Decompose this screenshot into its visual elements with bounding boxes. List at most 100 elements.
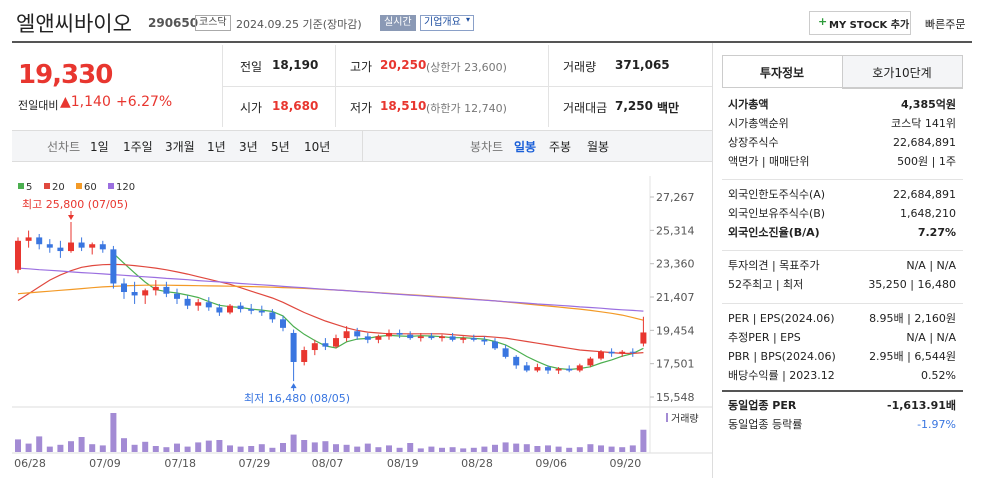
- info-row: 52주최고 | 최저 35,250 | 16,480: [728, 276, 956, 294]
- info-row: 배당수익률 | 2023.12 0.52%: [728, 367, 956, 385]
- volume-bar: [258, 444, 265, 452]
- divider: [712, 43, 713, 478]
- x-tick-label: 08/28: [461, 457, 493, 470]
- info-row: 시가총액순위 코스닥 141위: [728, 115, 956, 133]
- period-tab[interactable]: 10년: [304, 140, 331, 154]
- overview-button[interactable]: 기업개요: [420, 15, 474, 31]
- stock-code: 290650: [148, 16, 199, 30]
- period-tab[interactable]: 1주일: [123, 140, 153, 154]
- info-label: 배당수익률 | 2023.12: [728, 369, 835, 382]
- info-value: 22,684,891: [893, 136, 956, 149]
- candle-body: [439, 336, 445, 339]
- tab-label[interactable]: 호가10단계: [872, 66, 932, 80]
- info-row: PER | EPS(2024.06) 8.95배 | 2,160원: [728, 310, 956, 328]
- volume-bar: [237, 446, 244, 452]
- quote-label: 거래대금: [563, 101, 608, 115]
- candle-body: [587, 358, 594, 366]
- volume-label: 거래량: [671, 413, 699, 425]
- volume-bar: [608, 446, 615, 452]
- candle-body: [407, 334, 414, 339]
- info-row: PBR | BPS(2024.06) 2.95배 | 6,544원: [728, 348, 956, 366]
- volume-bar: [375, 447, 382, 452]
- volume-bar: [110, 413, 117, 452]
- low-annotation: 최저 16,480 (08/05): [244, 392, 350, 405]
- realtime-badge[interactable]: 실시간: [380, 15, 416, 31]
- change-rate: +6.27%: [116, 94, 173, 110]
- candle-tab[interactable]: 주봉: [549, 140, 572, 154]
- info-label: 추정PER | EPS: [728, 331, 801, 344]
- quote-value: 18,680: [272, 99, 319, 113]
- stock-name: 엘앤씨바이오: [16, 12, 132, 36]
- period-tab[interactable]: 3년: [239, 140, 258, 154]
- candle-body: [608, 351, 615, 354]
- candle-tab[interactable]: 월봉: [587, 140, 610, 154]
- quote-unit: 백만: [657, 101, 680, 115]
- candle-body: [555, 368, 562, 371]
- mystock-button[interactable]: [809, 11, 911, 35]
- info-label: 외국인소진율(B/A): [728, 226, 820, 239]
- x-tick-label: 08/19: [387, 457, 419, 470]
- group-rule: [722, 390, 963, 392]
- volume-bar: [598, 445, 604, 452]
- volume-bar: [174, 443, 180, 452]
- candle-tab[interactable]: 일봉: [514, 140, 537, 154]
- change-label: 전일대비: [18, 99, 59, 112]
- candle-body: [68, 242, 74, 252]
- legend-label: 60: [84, 182, 97, 193]
- candle-body: [481, 339, 488, 342]
- period-tab[interactable]: 1일: [90, 140, 109, 154]
- arrow-head: [290, 383, 297, 389]
- candle-body: [280, 319, 286, 328]
- volume-bar: [333, 444, 339, 452]
- volume-bar: [163, 447, 170, 452]
- info-label: 외국인한도주식수(A): [728, 188, 826, 201]
- candle-body: [163, 286, 170, 294]
- quick-order[interactable]: 빠른주문: [925, 18, 966, 31]
- legend-label: 5: [26, 182, 32, 193]
- candle-body: [195, 302, 202, 306]
- candle-body: [375, 336, 382, 340]
- volume-bar: [25, 443, 32, 452]
- tab-inactive[interactable]: [842, 55, 963, 89]
- tab-group-label: 봉차트: [470, 140, 504, 154]
- volume-bar: [248, 446, 255, 452]
- info-label: 동일업종 PER: [728, 399, 797, 412]
- candle-body: [184, 298, 191, 306]
- info-value: 22,684,891: [893, 188, 956, 201]
- candle-body: [121, 283, 127, 293]
- y-tick-label: 25,314: [656, 224, 695, 237]
- period-tab[interactable]: 1년: [207, 140, 226, 154]
- tab-group-label: 선차트: [47, 140, 81, 154]
- candle-body: [513, 356, 520, 366]
- candle-body: [36, 237, 43, 245]
- info-value: 8.95배 | 2,160원: [869, 312, 956, 325]
- period-tab[interactable]: 3개월: [165, 140, 195, 154]
- candle-body: [492, 341, 498, 349]
- candle-body: [301, 350, 308, 362]
- y-tick-label: 27,267: [656, 191, 695, 204]
- arrow-head: [68, 215, 74, 221]
- volume-bar: [619, 447, 626, 452]
- info-row: 외국인보유주식수(B) 1,648,210: [728, 205, 956, 223]
- candle-body: [142, 290, 149, 296]
- info-value: N/A | N/A: [906, 259, 956, 272]
- volume-bar: [587, 444, 594, 452]
- candle-body: [205, 302, 212, 308]
- x-tick-label: 07/29: [239, 457, 271, 470]
- candle-body: [449, 336, 456, 340]
- volume-bar: [184, 446, 191, 452]
- period-tab[interactable]: 5년: [271, 140, 290, 154]
- quote-label: 시가: [240, 101, 263, 115]
- info-label: 시가총액: [728, 98, 769, 111]
- info-value: 500원 | 1주: [897, 155, 956, 168]
- info-value: -1,613.91배: [887, 399, 956, 412]
- candle-body: [248, 309, 255, 311]
- tab-label[interactable]: 투자정보: [759, 66, 805, 80]
- quote-label: 저가: [350, 101, 373, 115]
- volume-bar: [407, 443, 414, 452]
- info-value: 2.95배 | 6,544원: [869, 350, 956, 363]
- y-tick-label: 15,548: [656, 391, 695, 404]
- candle-body: [364, 336, 371, 340]
- volume-bar: [629, 445, 636, 452]
- info-label: PBR | BPS(2024.06): [728, 350, 836, 363]
